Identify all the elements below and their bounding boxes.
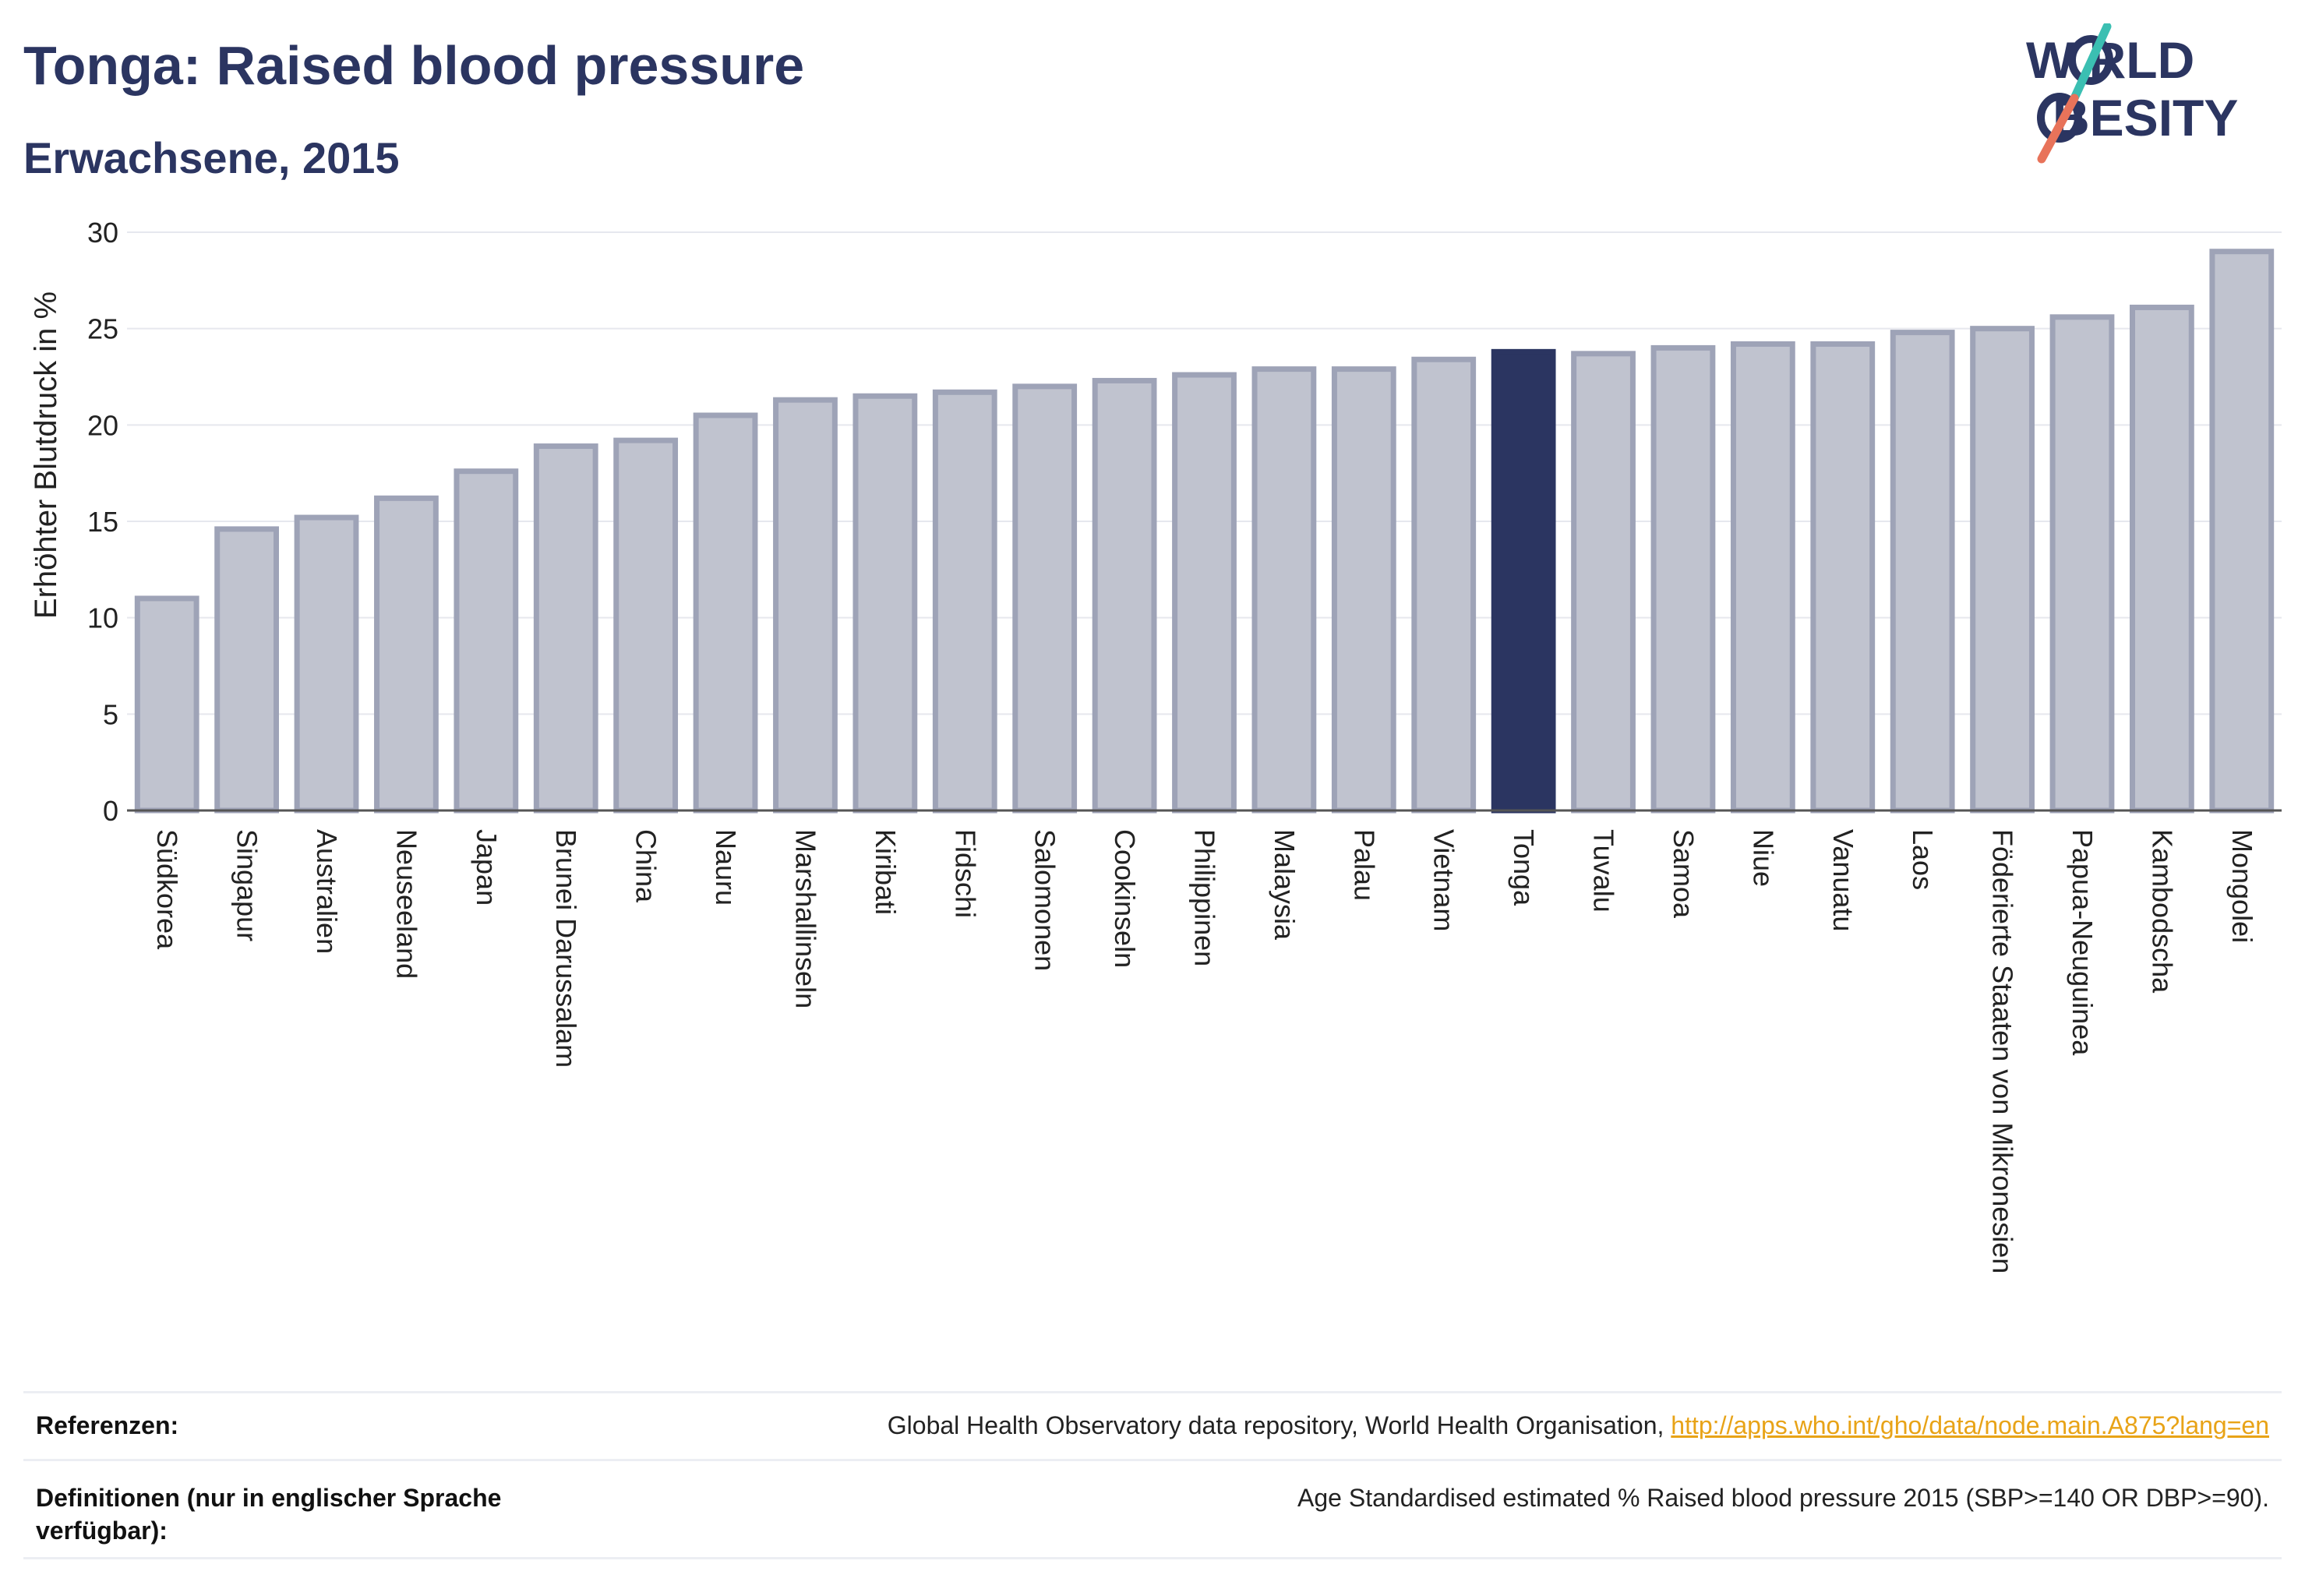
- x-tick-label: Tonga: [1508, 829, 1540, 906]
- logo-slash-bottom: [2037, 94, 2079, 164]
- x-tick-label: Niue: [1747, 829, 1779, 887]
- x-tick-label: Singapur: [231, 829, 263, 941]
- bar[interactable]: [134, 595, 199, 814]
- bar[interactable]: [613, 437, 679, 814]
- x-tick-label: China: [630, 829, 662, 903]
- x-tick-label: Vanuatu: [1827, 829, 1859, 931]
- definitions-label-line-1: Definitionen (nur in englischer Sprache: [36, 1484, 502, 1512]
- bar[interactable]: [374, 495, 439, 814]
- y-tick-label: 20: [87, 409, 118, 441]
- x-tick-label: Neuseeland: [390, 829, 422, 979]
- y-axis-label: Erhöhter Blutdruck in %: [29, 291, 63, 619]
- logo-o-ring-2: [2037, 93, 2082, 143]
- bar[interactable]: [773, 397, 838, 814]
- bars: [134, 249, 2275, 814]
- y-tick-label: 15: [87, 506, 118, 538]
- references-value: Global Health Observatory data repositor…: [888, 1409, 2269, 1442]
- bar[interactable]: [693, 412, 758, 814]
- footer-divider-top: [23, 1391, 2282, 1393]
- x-tick-label: Marshallinseln: [789, 829, 821, 1008]
- bar[interactable]: [1730, 341, 1795, 814]
- bar[interactable]: [932, 389, 997, 814]
- page-title: Tonga: Raised blood pressure: [23, 35, 805, 96]
- x-tick-label: Fidschi: [949, 829, 981, 918]
- bar[interactable]: [2129, 304, 2194, 814]
- y-tick-label: 25: [87, 313, 118, 345]
- definitions-value: Age Standardised estimated % Raised bloo…: [1297, 1484, 2269, 1512]
- bar[interactable]: [1810, 341, 1876, 814]
- bar[interactable]: [1650, 344, 1716, 814]
- bar[interactable]: [2209, 249, 2275, 814]
- bar[interactable]: [1092, 377, 1157, 814]
- bar[interactable]: [1890, 330, 1955, 814]
- x-tick-label: Vietnam: [1428, 829, 1460, 931]
- y-tick-label: 30: [87, 217, 118, 249]
- x-axis-ticks: Südkorea Singapur Australien Neuseeland Japa…: [151, 829, 2258, 1273]
- bar[interactable]: [1571, 351, 1636, 814]
- bar[interactable]: [1411, 356, 1477, 814]
- bar[interactable]: [1172, 372, 1237, 814]
- logo-o-ring-1: [2068, 35, 2113, 85]
- x-tick-label: Philippinen: [1189, 829, 1221, 966]
- y-tick-label: 10: [87, 602, 118, 634]
- x-tick-label: Laos: [1907, 829, 1939, 890]
- x-tick-label: Australien: [311, 829, 343, 954]
- x-tick-label: Kiribati: [870, 829, 902, 915]
- bar[interactable]: [533, 443, 598, 814]
- references-link[interactable]: http://apps.who.int/gho/data/node.main.A…: [1671, 1411, 2269, 1439]
- logo-slash-top: [2070, 23, 2112, 103]
- x-tick-label: Mongolei: [2226, 829, 2258, 943]
- references-text: Global Health Observatory data repositor…: [887, 1411, 1671, 1439]
- bar[interactable]: [1331, 366, 1396, 814]
- bar[interactable]: [1012, 383, 1078, 814]
- x-tick-label: Salomonen: [1029, 829, 1061, 971]
- bar[interactable]: [214, 526, 280, 814]
- definitions-label-line-2: verfügbar):: [36, 1517, 168, 1545]
- footer-divider-bottom: [23, 1557, 2282, 1559]
- footer-references: Referenzen: Global Health Observatory da…: [23, 1393, 2282, 1459]
- x-tick-label: Malaysia: [1269, 829, 1301, 941]
- x-tick-label: Japan: [471, 829, 503, 906]
- x-tick-label: Cookinseln: [1109, 829, 1141, 968]
- footer-definitions: Definitionen (nur in englischer Sprache …: [23, 1461, 2282, 1555]
- x-tick-label: Tuvalu: [1588, 829, 1620, 913]
- x-tick-label: Südkorea: [151, 829, 183, 950]
- x-tick-label: Kambodscha: [2146, 829, 2178, 994]
- y-tick-label: 0: [103, 795, 118, 827]
- page-subtitle: Erwachsene, 2015: [23, 133, 400, 182]
- bar[interactable]: [294, 514, 359, 814]
- definitions-label: Definitionen (nur in englischer Sprache …: [36, 1481, 501, 1547]
- x-tick-label: Nauru: [710, 829, 742, 906]
- references-label: Referenzen:: [36, 1411, 179, 1439]
- y-axis-ticks: 0 5 10 15 20 25 30: [87, 217, 118, 827]
- bar[interactable]: [1970, 326, 2035, 814]
- bar-chart: 0 5 10 15 20 25 30 Erhöhter Blutdruck in % Süd…: [29, 217, 2282, 1273]
- x-tick-label: Brunei Darussalam: [550, 829, 582, 1068]
- bar[interactable]: [2049, 314, 2115, 814]
- footer-divider-middle: [23, 1459, 2282, 1461]
- x-tick-label: Föderierte Staaten von Mikronesien: [1987, 829, 2019, 1273]
- x-tick-label: Palau: [1348, 829, 1380, 901]
- bar[interactable]: [1251, 366, 1317, 814]
- x-tick-label: Samoa: [1668, 829, 1700, 919]
- x-tick-label: Papua-Neuguinea: [2067, 829, 2099, 1056]
- logo-line-2: BESITY: [2053, 89, 2238, 147]
- bar[interactable]: [852, 393, 918, 814]
- y-tick-label: 5: [103, 698, 118, 730]
- world-obesity-logo: W RLD BESITY: [2026, 23, 2238, 164]
- bar[interactable]: [454, 468, 519, 814]
- bar-highlighted[interactable]: [1491, 348, 1556, 814]
